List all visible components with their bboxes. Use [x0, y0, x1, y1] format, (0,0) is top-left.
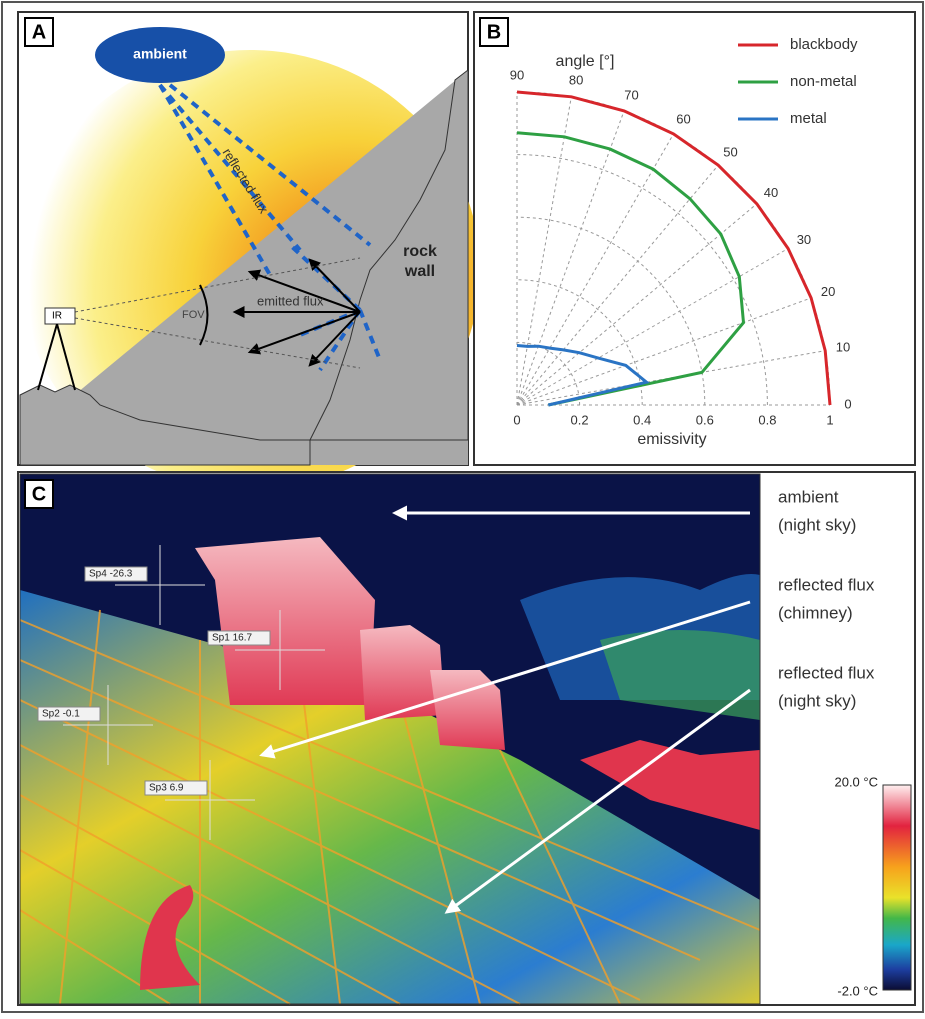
- spot-label: Sp4 -26.3: [89, 569, 133, 580]
- x-axis-title: emissivity: [637, 431, 706, 448]
- angle-tick-label: 30: [797, 232, 811, 247]
- angle-tick-label: 40: [764, 185, 778, 200]
- angle-tick-label: 50: [723, 144, 737, 159]
- panel-label: A: [32, 21, 46, 43]
- angle-tick-label: 90: [510, 67, 524, 82]
- figure: ambient reflected flux emitted flux FOV …: [0, 0, 925, 1014]
- angle-tick-label: 0: [844, 396, 851, 411]
- angle-tick-label: 80: [569, 72, 583, 87]
- emitted-flux-label: emitted flux: [257, 293, 324, 308]
- r-tick-label: 0.8: [758, 412, 776, 427]
- fov-label: FOV: [182, 309, 205, 321]
- scale-min: -2.0 °C: [837, 983, 878, 998]
- angle-tick-label: 60: [676, 112, 690, 127]
- panel-label: B: [487, 21, 501, 43]
- spot-label: Sp3 6.9: [149, 783, 184, 794]
- annotation: (night sky): [778, 691, 856, 710]
- angle-tick-label: 10: [836, 339, 850, 354]
- colorbar: [883, 785, 911, 990]
- angle-tick-label: 20: [821, 284, 835, 299]
- wall-label: wall: [404, 263, 435, 280]
- annotation: reflected flux: [778, 575, 875, 594]
- panel-c: C 20.0 °C -2.0 °C: [18, 472, 915, 1005]
- spot-label: Sp1 16.7: [212, 633, 252, 644]
- r-tick-label: 0.6: [696, 412, 714, 427]
- scale-max: 20.0 °C: [834, 774, 878, 789]
- annotation: (chimney): [778, 603, 853, 622]
- r-tick-label: 1: [826, 412, 833, 427]
- angle-axis-title: angle [°]: [556, 53, 615, 70]
- legend-label: metal: [790, 110, 827, 127]
- ambient-label: ambient: [133, 46, 187, 62]
- r-tick-label: 0.2: [571, 412, 589, 427]
- annotation: (night sky): [778, 515, 856, 534]
- panel-label: C: [32, 483, 46, 505]
- rock-label: rock: [403, 243, 437, 260]
- annotation: ambient: [778, 487, 839, 506]
- spot-label: Sp2 -0.1: [42, 709, 80, 720]
- annotation: reflected flux: [778, 663, 875, 682]
- r-tick-label: 0.4: [633, 412, 651, 427]
- angle-tick-label: 70: [624, 87, 638, 102]
- legend-label: non-metal: [790, 73, 857, 90]
- r-tick-label: 0: [513, 412, 520, 427]
- legend-label: blackbody: [790, 36, 858, 53]
- panel-a: ambient reflected flux emitted flux FOV …: [18, 12, 480, 490]
- ir-label: IR: [52, 311, 62, 322]
